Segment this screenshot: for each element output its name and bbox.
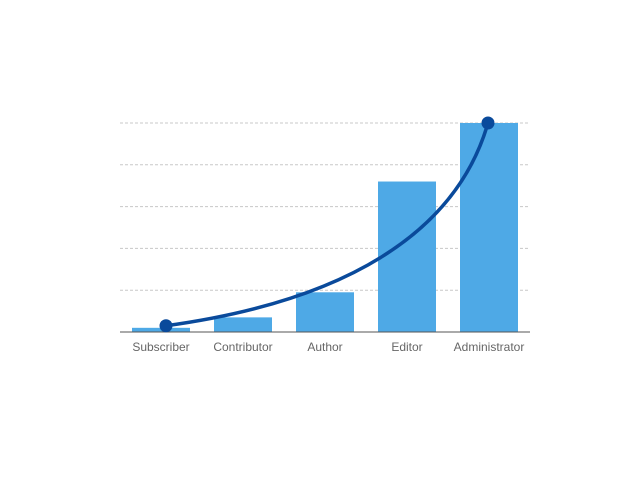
- bar-subscriber: [132, 327, 190, 332]
- bar-administrator: [460, 123, 518, 332]
- x-tick-label: Author: [307, 340, 342, 354]
- bar-author: [296, 292, 354, 332]
- bars: [132, 123, 518, 332]
- trend-line: [164, 121, 490, 328]
- bar-contributor: [214, 317, 272, 332]
- trend-end-point: [481, 116, 495, 130]
- x-tick-labels: Subscriber Contributor Author Editor Adminis…: [132, 340, 524, 354]
- x-tick-label: Administrator: [454, 340, 525, 354]
- x-tick-label: Editor: [391, 340, 422, 354]
- x-tick-label: Subscriber: [132, 340, 189, 354]
- x-tick-label: Contributor: [213, 340, 272, 354]
- bar-editor: [378, 181, 436, 332]
- trend-start-point: [159, 319, 173, 333]
